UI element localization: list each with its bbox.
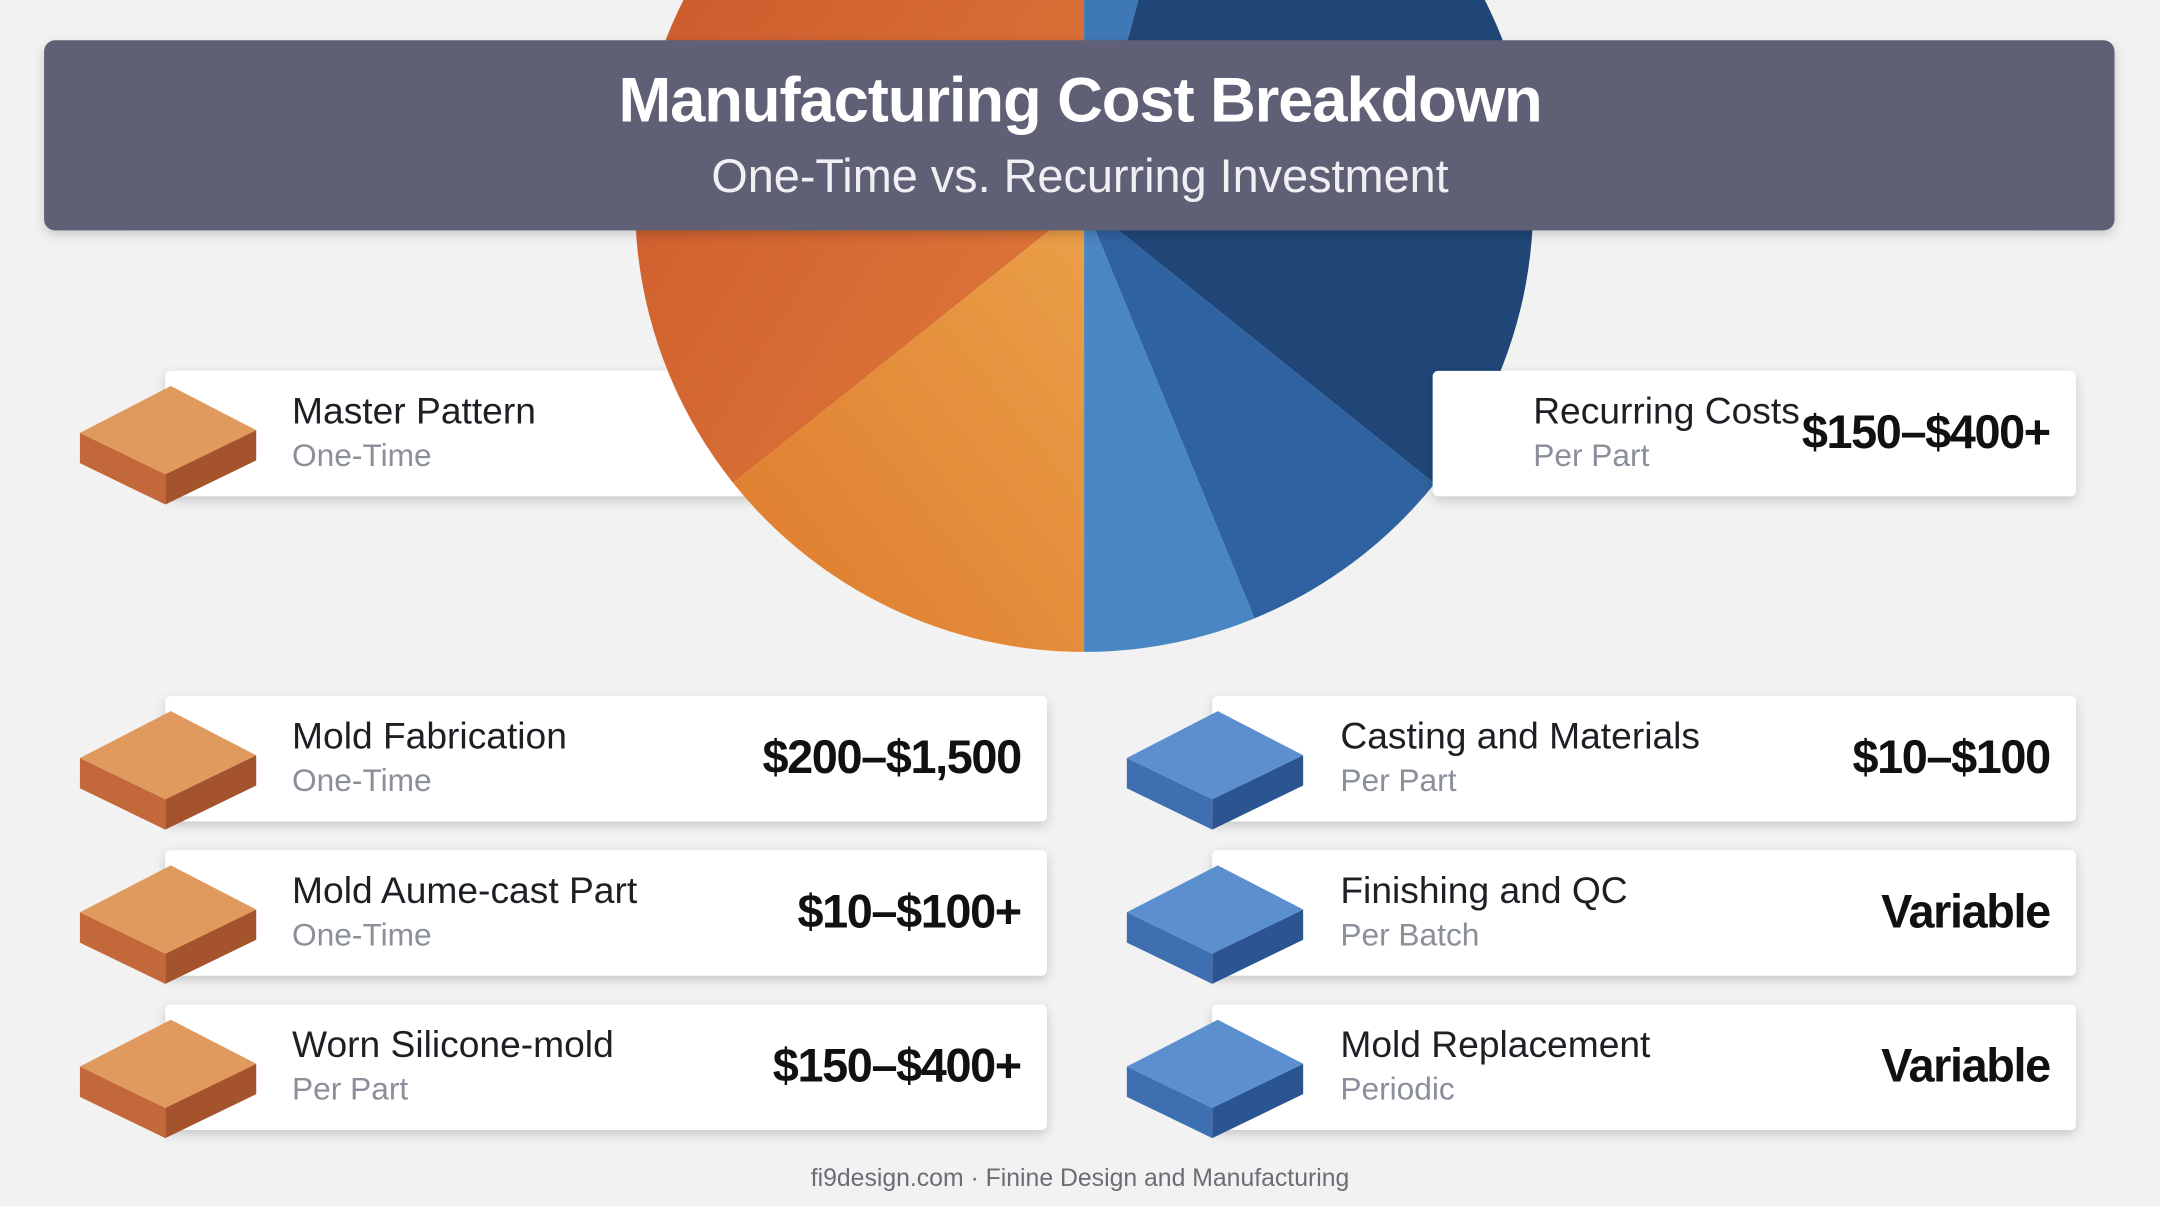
icon-side [1126,1066,1213,1139]
card-title: Finishing and QC [1340,869,1627,911]
card-title: Mold Replacement [1340,1023,1651,1065]
icon-side [165,1063,257,1139]
card-title: Mold Aume-cast Part [292,869,638,911]
card-box [165,850,1047,976]
pie-slice [1084,202,1435,619]
cost-card: Mold Aume-cast Part One-Time $10–$100+ [79,850,1047,984]
card-period: Per Part [292,1071,408,1107]
card-cost: $150–$400+ [1802,406,2050,458]
card-box [165,695,1047,822]
cost-card: Finishing and QC Per Batch Variable [1126,850,2076,984]
icon-side [79,432,166,505]
card-cost: $200–$1,500 [762,731,1021,783]
card-period: One-Time [292,762,432,798]
card-box [1212,695,2076,822]
icon-side [165,909,257,984]
card-cost: $10–$100+ [797,885,1020,937]
pie-slice [733,202,1085,652]
cost-card: Casting and Materials Per Part $10–$100 [1126,695,2076,830]
card-title: Worn Silicone-mold [292,1023,614,1065]
icon-top [79,386,257,475]
icon-side [79,1066,166,1139]
card-cost: $10–$100 [1852,731,2050,783]
card-period: Per Batch [1340,916,1479,952]
icon-side [1126,757,1213,830]
title: Manufacturing Cost Breakdown [618,66,1541,136]
card-period: Periodic [1340,1071,1454,1107]
icon-top [79,1019,257,1108]
card-box [165,1004,1047,1130]
subtitle: One-Time vs. Recurring Investment [711,150,1448,202]
icon-side [1212,1063,1304,1139]
card-title: Casting and Materials [1340,715,1700,757]
card-cost: Variable [1881,1040,2050,1092]
card-title: Recurring Costs [1533,389,1800,431]
footer: fi9design.com · Finine Design and Manufa… [811,1165,1350,1192]
icon-side [79,912,166,984]
card-box [1432,370,2076,497]
pie-slice [1084,202,1255,652]
card-period: One-Time [292,437,432,473]
header-bar [44,40,2115,231]
back-layer: Master Pattern One-Time [79,370,772,505]
icon-side [1212,909,1304,984]
icon-top [79,865,257,954]
card-cost: Variable [1881,885,2050,937]
icon-side [1126,912,1213,984]
icon-side [165,430,257,505]
card-box [1212,1004,2076,1130]
header: Manufacturing Cost Breakdown One-Time vs… [44,40,2115,231]
icon-top [79,711,257,800]
cost-card: Mold Replacement Periodic Variable [1126,1004,2076,1139]
front-layer: Recurring Costs Per Part $150–$400+ Mold Fa… [79,370,2076,1139]
cost-card: Recurring Costs Per Part $150–$400+ [1432,370,2076,497]
cost-card: Mold Fabrication One-Time $200–$1,500 [79,695,1047,830]
card-cost: $150–$400+ [773,1040,1021,1092]
card-period: Per Part [1340,762,1456,798]
card-box [165,370,772,497]
icon-side [165,755,257,830]
card-period: Per Part [1533,437,1649,473]
icon-top [1126,1019,1304,1108]
icon-side [1212,755,1304,830]
card-box [1212,850,2076,976]
icon-top [1126,711,1304,800]
cost-card: Worn Silicone-mold Per Part $150–$400+ [79,1004,1047,1139]
icon-top [1126,865,1304,954]
cost-card: Master Pattern One-Time [79,370,772,505]
card-period: One-Time [292,916,432,952]
icon-side [79,757,166,830]
card-title: Master Pattern [292,389,536,431]
card-title: Mold Fabrication [292,715,567,757]
